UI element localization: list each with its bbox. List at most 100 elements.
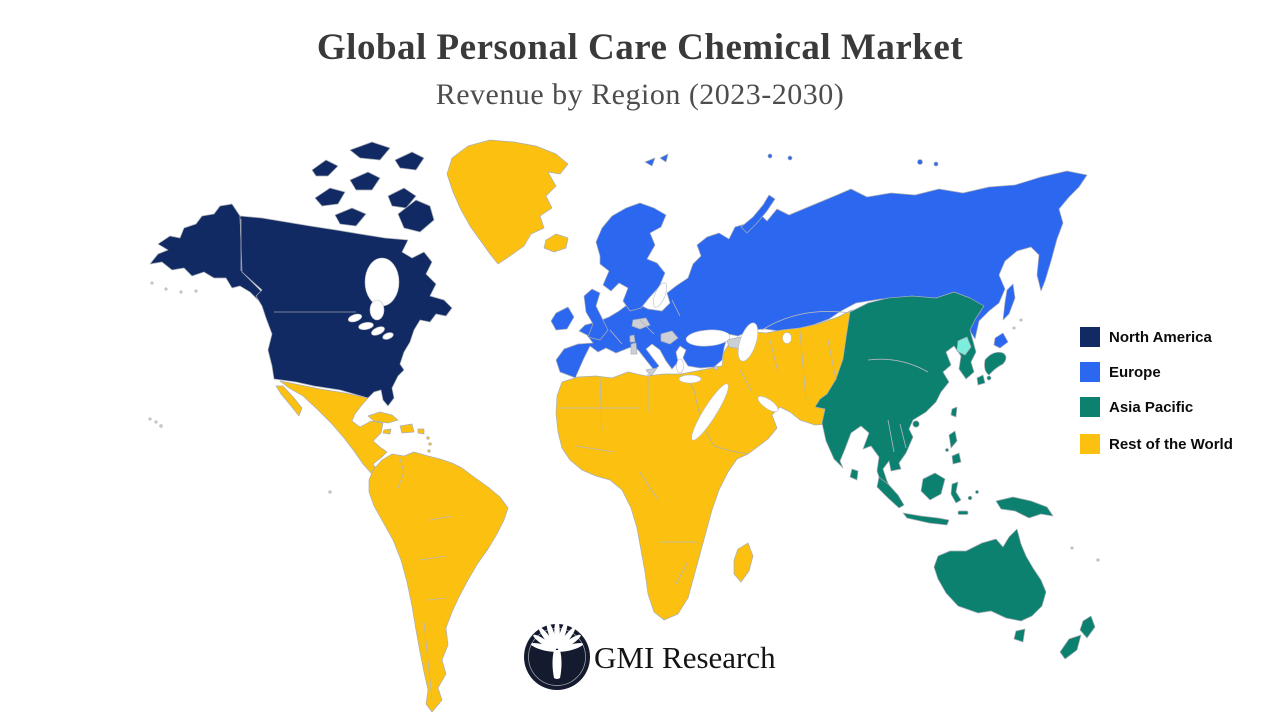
aleutian-islands-3 — [179, 290, 183, 294]
africa-borders — [560, 374, 698, 585]
new-siberian-islands-2 — [933, 161, 939, 167]
arctic-island-parry — [349, 171, 381, 191]
taiwan — [950, 406, 958, 418]
south-america — [368, 451, 509, 713]
page-subtitle: Revenue by Region (2023-2030) — [435, 78, 845, 111]
baltic-sea — [652, 282, 668, 308]
philippines-visayas — [945, 448, 949, 452]
gmi-logo: GMI Research — [524, 619, 776, 690]
lesser-antilles-2 — [428, 442, 432, 446]
north-korea — [956, 336, 972, 356]
region-north-america — [149, 141, 453, 407]
novaya-zemlya — [740, 194, 776, 234]
iceland — [543, 233, 569, 253]
aleutian-islands — [150, 281, 154, 285]
philippines-luzon — [948, 430, 958, 449]
australia — [933, 528, 1047, 622]
central-europe-gray — [631, 317, 651, 330]
europe-borders — [609, 299, 681, 345]
svalbard — [644, 157, 656, 167]
legend-label: Asia Pacific — [1109, 398, 1194, 416]
legend-swatch-europe — [1080, 362, 1100, 382]
arctic-island-ellesmere — [349, 141, 391, 161]
region-unclassified — [956, 336, 972, 356]
canada-us-mainland — [239, 215, 453, 407]
map-legend: North America Europe Asia Pacific Rest o… — [1080, 327, 1233, 454]
sumatra — [876, 476, 905, 509]
sicily-gray — [645, 367, 658, 377]
legend-item-europe: Europe — [1080, 362, 1233, 382]
james-bay — [369, 299, 385, 321]
new-zealand-south-island — [1059, 634, 1082, 660]
alaska — [149, 203, 267, 301]
arctic-island-2 — [311, 159, 339, 177]
arctic-island-3 — [387, 187, 417, 209]
russia-kazakhstan-border — [761, 311, 851, 331]
franz-josef-land-2 — [787, 155, 793, 161]
kuril-islands-2 — [1019, 318, 1023, 322]
logo-text: GMI Research — [594, 640, 776, 675]
arctic-island-victoria — [334, 207, 367, 227]
region-asia-pacific — [814, 291, 1096, 660]
region-europe — [550, 153, 1088, 379]
mexico-central-america — [279, 380, 388, 474]
hawaii-islands-2 — [154, 420, 158, 424]
greenland — [446, 139, 569, 265]
persian-gulf — [757, 395, 779, 413]
swatch-rect — [1080, 362, 1100, 382]
legend-item-rest-of-world: Rest of the World — [1080, 434, 1233, 454]
timor — [957, 510, 969, 515]
moluccas — [967, 495, 973, 501]
madagascar — [733, 542, 754, 583]
great-lake-michigan — [358, 322, 374, 330]
scandinavia — [595, 202, 667, 312]
arctic-island-devon — [394, 151, 425, 171]
eurasia-mainland — [555, 170, 1088, 379]
red-sea — [691, 383, 729, 441]
java — [902, 512, 950, 526]
region-rest-of-world — [275, 139, 941, 713]
jamaica — [382, 428, 392, 435]
kuril-islands — [1012, 326, 1016, 330]
swatch-rect — [1080, 397, 1100, 417]
new-guinea — [995, 496, 1054, 519]
asia-mainland — [814, 291, 985, 500]
japan-kyushu — [976, 374, 986, 386]
legend-item-asia-pacific: Asia Pacific — [1080, 397, 1233, 417]
mediterranean-east — [678, 374, 702, 384]
logo-palm-leaves — [530, 619, 584, 652]
lesser-antilles — [426, 436, 430, 440]
svalbard-2 — [659, 153, 669, 163]
aleutian-islands-2 — [164, 287, 168, 291]
legend-swatch-north-america — [1080, 327, 1100, 347]
aral-sea — [782, 332, 792, 344]
logo-trunk — [552, 650, 562, 679]
middle-east-borders — [739, 331, 837, 401]
legend-label: North America — [1109, 328, 1212, 346]
new-siberian-islands — [917, 159, 923, 165]
hawaii-islands — [148, 417, 152, 421]
swatch-rect — [1080, 434, 1100, 454]
great-lake-ontario — [382, 332, 394, 340]
great-lake-superior — [347, 313, 363, 323]
moluccas-2 — [975, 490, 979, 494]
great-lake-erie — [371, 326, 385, 336]
corsica-gray — [629, 334, 636, 343]
asia-borders — [867, 358, 929, 453]
philippines-mindanao — [951, 452, 962, 465]
hudson-bay — [364, 257, 400, 307]
galapagos — [328, 490, 332, 494]
country-borders — [240, 219, 929, 701]
legend-swatch-rest-of-world — [1080, 434, 1100, 454]
arctic-island-baffin — [397, 199, 435, 233]
great-britain — [583, 288, 609, 341]
hainan — [912, 420, 920, 428]
borneo — [920, 472, 946, 501]
lesser-antilles-3 — [427, 449, 431, 453]
legend-item-north-america: North America — [1080, 327, 1233, 347]
aleutian-islands-4 — [194, 289, 198, 293]
south-america-borders — [397, 455, 453, 701]
sakhalin — [1002, 283, 1016, 321]
japan-honshu — [984, 351, 1007, 376]
